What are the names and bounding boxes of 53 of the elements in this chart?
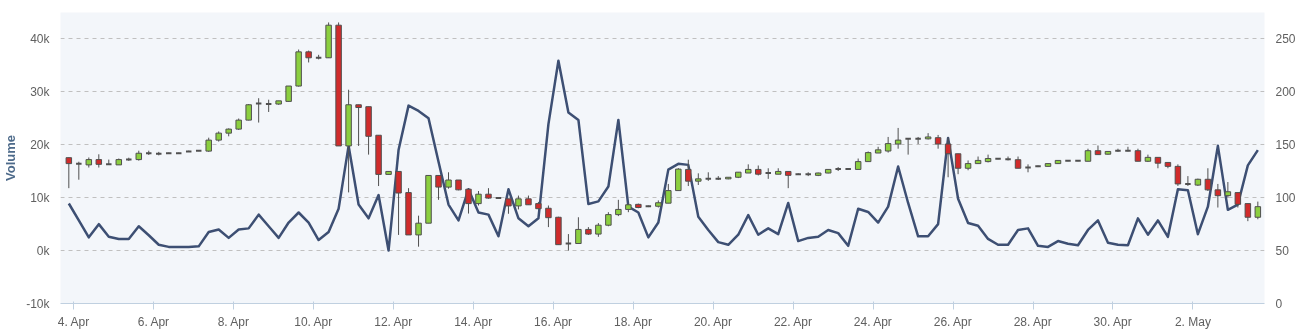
x-tick-label: 26. Apr bbox=[933, 314, 972, 329]
x-tick-label: 16. Apr bbox=[534, 314, 573, 329]
x-tick-label: 14. Apr bbox=[454, 314, 493, 329]
y2-tick-label: 0 bbox=[1275, 297, 1283, 311]
candlestick bbox=[355, 104, 362, 147]
x-tick-label: 2. May bbox=[1174, 314, 1211, 329]
y-tick-label: -10k bbox=[26, 296, 51, 311]
candlestick bbox=[675, 167, 682, 192]
candlestick bbox=[545, 205, 552, 228]
candlestick bbox=[435, 174, 442, 201]
x-tick-label: 20. Apr bbox=[693, 314, 732, 329]
x-tick-label: 18. Apr bbox=[614, 314, 653, 329]
candlestick bbox=[1024, 163, 1032, 173]
candlestick bbox=[894, 127, 902, 150]
y2-tick-label: 150 bbox=[1275, 138, 1296, 153]
candlestick bbox=[924, 132, 932, 140]
candlestick bbox=[665, 183, 672, 204]
x-tick-label: 6. Apr bbox=[137, 314, 170, 329]
candlestick bbox=[254, 97, 263, 124]
x-tick-label: 30. Apr bbox=[1093, 314, 1132, 329]
line-series bbox=[67, 59, 1260, 252]
candlestick bbox=[1174, 163, 1182, 187]
candlestick bbox=[685, 159, 692, 187]
candlestick bbox=[914, 136, 922, 145]
candlestick bbox=[1184, 175, 1192, 187]
x-tick-label: 4. Apr bbox=[57, 314, 90, 329]
y-tick-label: 0k bbox=[36, 243, 51, 258]
y2-tick-label: 200 bbox=[1275, 85, 1296, 100]
y2-tick-label: 50 bbox=[1275, 244, 1290, 259]
y-tick-label: 10k bbox=[30, 190, 51, 205]
candlestick bbox=[944, 137, 952, 178]
y2-tick-label: 250 bbox=[1275, 32, 1296, 47]
candlestick bbox=[575, 216, 582, 244]
candlestick bbox=[465, 188, 472, 215]
candlestick bbox=[1224, 181, 1232, 199]
candlestick bbox=[1214, 183, 1222, 209]
y2-tick-label: 100 bbox=[1275, 191, 1296, 206]
y-tick-label: 30k bbox=[30, 84, 51, 99]
x-tick-label: 22. Apr bbox=[773, 314, 812, 329]
x-tick-label: 24. Apr bbox=[853, 314, 892, 329]
x-tick-label: 12. Apr bbox=[374, 314, 413, 329]
candlestick bbox=[65, 156, 73, 189]
candlestick bbox=[954, 153, 962, 175]
candlestick bbox=[1124, 146, 1132, 152]
x-tick-label: 8. Apr bbox=[217, 314, 250, 329]
candlestick bbox=[395, 170, 402, 236]
x-tick-label: 10. Apr bbox=[294, 314, 333, 329]
candlestick bbox=[904, 137, 912, 156]
y-axis-title: Volume bbox=[3, 134, 19, 181]
x-tick-label: 28. Apr bbox=[1013, 314, 1052, 329]
y-tick-label: 40k bbox=[30, 31, 51, 46]
candlestick bbox=[415, 215, 422, 248]
y-tick-label: 20k bbox=[30, 137, 51, 152]
